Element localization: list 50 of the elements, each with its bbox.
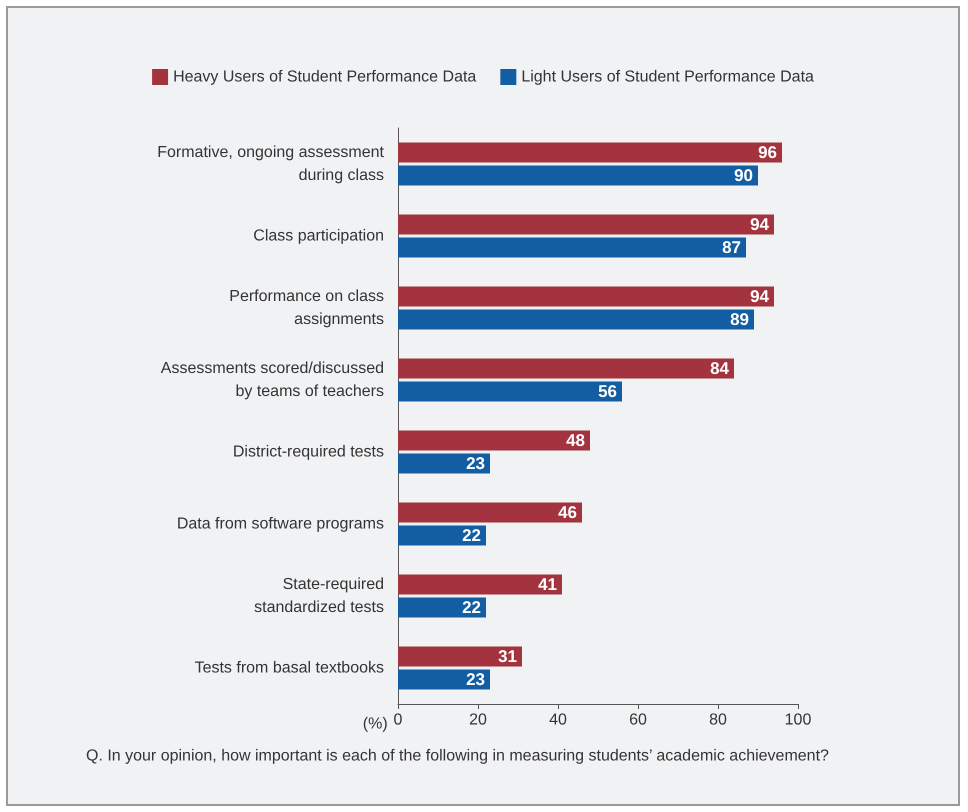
x-tick-label: 40: [549, 712, 567, 728]
data-label: 22: [462, 598, 481, 617]
y-tick-label: Performance on class assignments: [229, 288, 384, 328]
x-axis-title: (%): [362, 716, 388, 732]
data-label: 23: [466, 454, 485, 473]
y-tick-label: District-required tests: [232, 444, 384, 460]
bar: [398, 286, 774, 306]
bar: [398, 430, 590, 450]
y-tick-label: Formative, ongoing assessment during class: [157, 144, 385, 184]
bar: [398, 502, 582, 522]
text: Q. In your opinion, how important is each of the following in measuring students’ academic achievement?: [86, 748, 830, 764]
bar: [398, 310, 754, 330]
bar: [398, 598, 486, 618]
data-label: 46: [558, 503, 577, 522]
data-label: 90: [734, 166, 753, 185]
x-tick-label: 100: [784, 712, 812, 728]
data-label: 94: [750, 215, 770, 234]
data-label: 41: [538, 575, 557, 594]
bar: [398, 358, 734, 378]
data-label: 23: [466, 670, 485, 689]
data-label: 87: [722, 238, 741, 257]
bar: [398, 142, 782, 162]
bar: [398, 646, 522, 666]
data-label: 48: [566, 431, 585, 450]
data-label: 56: [598, 382, 617, 401]
data-label: 22: [462, 526, 481, 545]
bar: [398, 238, 746, 258]
bar: [398, 214, 774, 234]
x-tick-label: 20: [469, 712, 487, 728]
bar: [398, 454, 490, 474]
x-tick-label: 60: [629, 712, 647, 728]
data-label: 89: [730, 310, 749, 329]
y-tick-label: Class participation: [253, 228, 384, 244]
y-tick-label: State-required standardized tests: [254, 576, 384, 616]
y-tick-label: Tests from basal textbooks: [194, 660, 384, 676]
bar: [398, 382, 622, 402]
data-label: 31: [498, 647, 517, 666]
bar: [398, 526, 486, 546]
data-label: 84: [710, 359, 730, 378]
legend-label: Heavy Users of Student Performance Data: [173, 68, 476, 86]
x-tick-label: 0: [394, 712, 403, 728]
bar: [398, 574, 562, 594]
x-tick-label: 80: [709, 712, 727, 728]
y-tick-label: Data from software programs: [176, 516, 384, 532]
legend-label: Light Users of Student Performance Data: [521, 68, 814, 86]
data-label: 94: [750, 287, 770, 306]
bar: [398, 670, 490, 690]
data-label: 96: [758, 143, 777, 162]
bar: [398, 166, 758, 186]
y-tick-label: Assessments scored/discussed by teams of teachers: [160, 360, 384, 400]
